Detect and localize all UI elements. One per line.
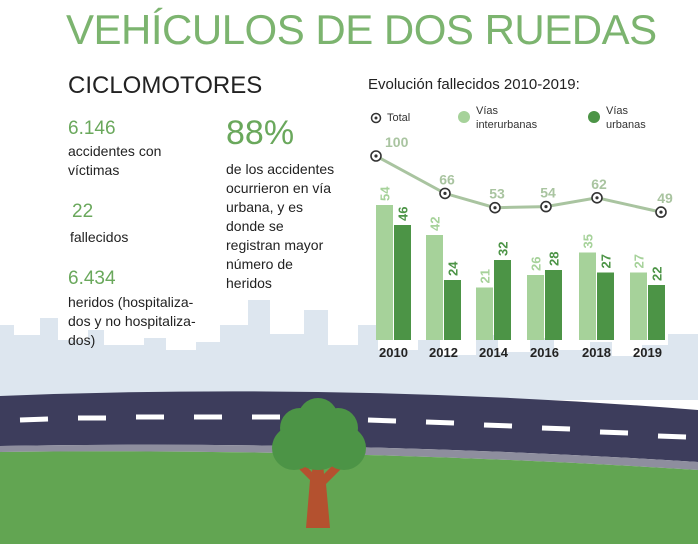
- bar-urban-label: 24: [446, 261, 461, 276]
- x-tick-label: 2016: [530, 345, 559, 360]
- bar-urban-label: 28: [547, 252, 562, 266]
- legend-urban-label: Vías urbanas: [606, 104, 646, 132]
- total-label: 49: [657, 190, 673, 206]
- percentage-line: donde se: [226, 218, 284, 234]
- percentage-line: número de: [226, 256, 293, 272]
- legend-urban-swatch: [588, 111, 600, 123]
- legend-urban-line: urbanas: [606, 119, 646, 131]
- total-point-center: [544, 205, 548, 209]
- page-title: VEHÍCULOS DE DOS RUEDAS: [66, 6, 657, 53]
- bar-interurban: [630, 272, 647, 340]
- bar-interurban-label: 27: [632, 254, 647, 268]
- percentage-line: de los accidentes: [226, 161, 335, 177]
- bar-interurban: [527, 275, 544, 340]
- percentage-value: 88%: [226, 114, 295, 152]
- bar-interurban-label: 42: [428, 217, 443, 231]
- injured-label-line: heridos (hospitaliza-: [68, 294, 194, 310]
- accidents-label: accidentes con víctimas: [68, 142, 161, 180]
- bar-urban-label: 22: [650, 267, 665, 281]
- bar-interurban: [376, 205, 393, 340]
- x-tick-label: 2019: [633, 345, 662, 360]
- total-label: 100: [385, 134, 409, 150]
- total-point-center: [595, 196, 599, 200]
- bar-urban: [648, 285, 665, 340]
- bar-interurban: [476, 287, 493, 340]
- bar-urban-label: 32: [496, 242, 511, 256]
- total-label: 54: [540, 185, 556, 201]
- bar-interurban-label: 54: [378, 186, 393, 201]
- bar-interurban-label: 35: [581, 234, 596, 248]
- injured-label-line: dos y no hospitaliza-: [68, 313, 196, 329]
- injured-label-line: dos): [68, 332, 96, 348]
- total-point-center: [443, 191, 447, 195]
- percentage-line: urbana, y es: [226, 199, 304, 215]
- road-edge: [0, 444, 698, 470]
- legend-interurban: Vías interurbanas: [458, 104, 537, 132]
- legend-urban-line: Vías: [606, 105, 629, 117]
- bar-interurban-label: 21: [478, 269, 493, 283]
- percentage-line: ocurrieron en vía: [226, 180, 332, 196]
- tree-icon: [272, 398, 366, 528]
- bar-interurban: [579, 252, 596, 340]
- total-point-center: [493, 206, 497, 210]
- legend-total: Total: [370, 111, 410, 125]
- bar-urban-label: 46: [396, 207, 411, 221]
- accidents-label-line: accidentes con: [68, 143, 162, 159]
- x-tick-label: 2012: [429, 345, 458, 360]
- total-label: 62: [591, 176, 607, 192]
- x-tick-label: 2010: [379, 345, 408, 360]
- grass: [0, 451, 698, 544]
- legend-interurban-line: interurbanas: [476, 119, 538, 131]
- total-point-center: [374, 154, 378, 158]
- accidents-value: 6.146: [68, 118, 116, 139]
- city-skyline: [0, 300, 698, 400]
- deaths-label: fallecidos: [70, 229, 129, 245]
- legend-interurban-label: Vías interurbanas: [476, 104, 537, 132]
- accidents-label-line: víctimas: [68, 162, 120, 178]
- road-lane-markings: [19, 414, 687, 440]
- legend-urban: Vías urbanas: [588, 104, 646, 132]
- total-line: [375, 154, 662, 214]
- deaths-value: 22: [72, 201, 94, 222]
- chart-title: Evolución fallecidos 2010-2019:: [368, 76, 580, 93]
- bar-urban: [444, 280, 461, 340]
- injured-value: 6.434: [68, 268, 116, 289]
- section-title: CICLOMOTORES: [68, 72, 263, 99]
- bar-urban-label: 27: [599, 254, 614, 268]
- total-label: 53: [489, 186, 505, 202]
- bar-interurban: [426, 235, 443, 340]
- percentage-line: registran mayor: [226, 237, 324, 253]
- legend-total-label: Total: [387, 112, 411, 124]
- x-tick-label: 2014: [479, 345, 509, 360]
- total-point-center: [659, 210, 663, 214]
- bar-urban: [545, 270, 562, 340]
- injured-label: heridos (hospitaliza- dos y no hospitali…: [68, 293, 196, 350]
- percentage-description: de los accidentes ocurrieron en vía urba…: [226, 160, 366, 293]
- bar-urban: [494, 260, 511, 340]
- bar-urban: [394, 225, 411, 340]
- percentage-line: heridos: [226, 275, 272, 291]
- legend-total-icon: [370, 112, 382, 124]
- legend-interurban-line: Vías: [476, 105, 499, 117]
- bar-urban: [597, 272, 614, 340]
- legend-interurban-swatch: [458, 111, 470, 123]
- total-label: 66: [439, 171, 455, 187]
- bar-interurban-label: 26: [529, 257, 544, 271]
- x-tick-label: 2018: [582, 345, 611, 360]
